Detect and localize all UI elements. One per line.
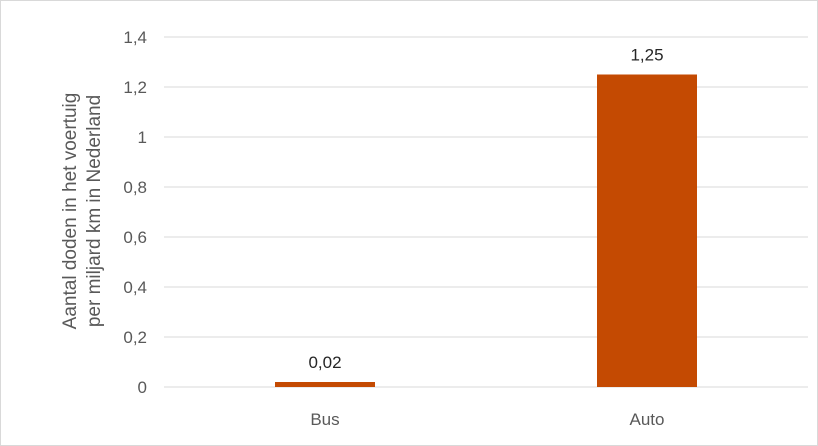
- y-tick-label: 0,6: [123, 228, 147, 247]
- y-tick-label: 0: [138, 378, 147, 397]
- bars: [275, 74, 697, 387]
- category-label-auto: Auto: [630, 410, 665, 429]
- x-axis-category-labels: Bus Auto: [310, 410, 664, 429]
- category-label-bus: Bus: [310, 410, 339, 429]
- y-tick-label: 1,4: [123, 28, 147, 47]
- y-axis-title-line-1: Aantal doden in het voertuig: [60, 93, 81, 330]
- y-tick-label: 1,2: [123, 78, 147, 97]
- data-labels: 0,02 1,25: [308, 46, 663, 373]
- y-tick-label: 1: [138, 128, 147, 147]
- data-label-bus: 0,02: [308, 353, 341, 372]
- y-axis-title-line-2: per miljard km in Nederland: [84, 95, 105, 327]
- y-axis-tick-labels: 0 0,2 0,4 0,6 0,8 1 1,2 1,4: [123, 28, 147, 397]
- y-tick-label: 0,8: [123, 178, 147, 197]
- data-label-auto: 1,25: [630, 46, 663, 65]
- bar-bus: [275, 382, 375, 387]
- y-tick-label: 0,2: [123, 328, 147, 347]
- gridlines: [164, 36, 808, 388]
- y-tick-label: 0,4: [123, 278, 147, 297]
- bar-auto: [597, 74, 697, 387]
- y-axis-title: Aantal doden in het voertuig per miljard…: [60, 93, 105, 330]
